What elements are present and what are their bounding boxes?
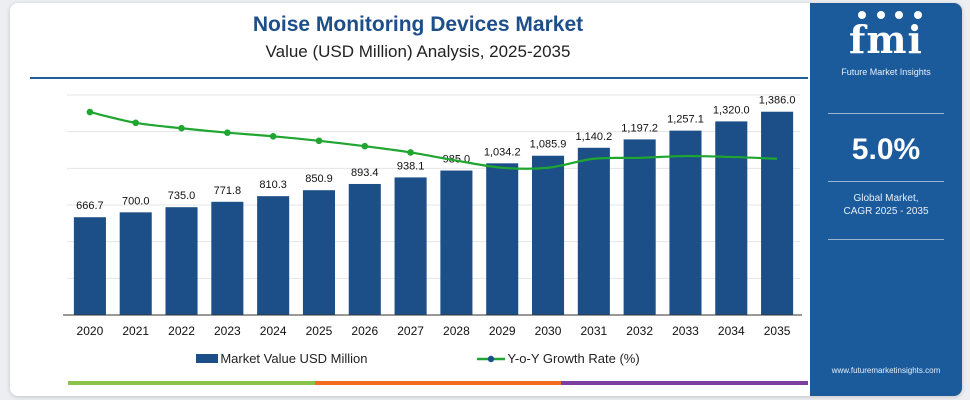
bar (394, 177, 427, 315)
bar (761, 111, 794, 315)
x-tick-label: 2022 (168, 324, 195, 338)
fmi-logo: fmi (849, 17, 923, 62)
bar (577, 147, 610, 315)
x-tick-label: 2026 (351, 324, 378, 338)
data-label: 1,085.9 (530, 139, 567, 151)
logo-dot (913, 11, 922, 19)
growth-rate-point (269, 133, 277, 140)
legend-label-market-value: Market Value USD Million (220, 351, 368, 366)
growth-rate-point (315, 137, 323, 145)
bar (715, 121, 748, 316)
growth-rate-point (361, 142, 369, 150)
x-tick-label: 2028 (443, 324, 470, 338)
growth-rate-point (86, 108, 94, 116)
bar (119, 212, 152, 315)
x-tick-label: 2023 (214, 324, 241, 338)
data-label: 1,034.2 (484, 146, 521, 158)
legend-bar-swatch (196, 354, 219, 363)
data-label: 893.4 (351, 167, 379, 179)
x-tick-label: 2020 (77, 324, 104, 338)
data-label: 1,140.2 (575, 131, 612, 143)
data-label: 771.8 (214, 185, 242, 197)
brand-name: Future Market Insights (841, 67, 931, 77)
bar (73, 217, 106, 315)
legend-item-growth-rate: Y-o-Y Growth Rate (%) (477, 351, 640, 366)
bar (211, 201, 244, 315)
x-tick-label: 2031 (580, 324, 607, 338)
logo-dot (876, 11, 885, 19)
sidebar-divider-top (828, 113, 944, 114)
x-tick-label: 2021 (122, 324, 149, 338)
x-tick-label: 2033 (672, 324, 699, 338)
logo-dot (895, 11, 904, 19)
cagr-label-line-1: Global Market, (853, 193, 919, 204)
growth-rate-point (178, 124, 185, 132)
data-label: 700.0 (122, 195, 150, 207)
bar (440, 170, 473, 315)
chart-canvas: 666.7 700.0 735.0 771.8 810.3 850.9 893.4 938.1… (63, 94, 802, 338)
bar (623, 139, 656, 315)
chart-legend: Market Value USD Million Y-o-Y Growth Ra… (30, 351, 806, 366)
legend-line-swatch (477, 355, 506, 362)
growth-rate-point (407, 149, 414, 156)
footer-strip-orange (314, 381, 562, 385)
x-tick-label: 2030 (535, 324, 562, 338)
growth-rate-point (132, 119, 140, 127)
legend-label-growth-rate: Y-o-Y Growth Rate (%) (507, 351, 640, 366)
data-label: 1,257.1 (667, 114, 704, 126)
logo-dots (858, 11, 922, 19)
bar (486, 163, 519, 315)
bar (165, 207, 198, 315)
x-tick-label: 2032 (626, 324, 653, 338)
title-divider (30, 77, 808, 79)
bar (302, 190, 336, 315)
sidebar-panel: fmi Future Market Insights 5.0% Global M… (810, 3, 962, 396)
sidebar-divider-bottom (828, 239, 944, 240)
legend-item-market-value: Market Value USD Million (196, 351, 367, 366)
data-label: 735.0 (168, 190, 196, 202)
bar (257, 196, 290, 315)
data-label: 938.1 (397, 160, 425, 172)
x-tick-label: 2024 (260, 324, 287, 338)
logo-dot (858, 11, 866, 19)
cagr-label-line-2: CAGR 2025 - 2035 (843, 206, 929, 217)
x-tick-label: 2034 (718, 324, 745, 338)
x-tick-label: 2029 (489, 324, 516, 338)
x-tick-label: 2035 (764, 324, 791, 338)
x-tick-label: 2025 (306, 324, 333, 338)
bar (669, 130, 702, 315)
data-label: 1,320.0 (713, 104, 750, 116)
website-link[interactable]: www.futuremarketinsights.com (831, 366, 941, 375)
footer-strip-purple (561, 381, 809, 385)
cagr-value: 5.0% (851, 133, 921, 166)
footer-color-strip (68, 381, 809, 385)
data-label: 850.9 (305, 173, 333, 185)
growth-rate-point (224, 129, 231, 137)
bar (531, 155, 565, 315)
x-tick-label: 2027 (397, 324, 424, 338)
bar (348, 183, 381, 315)
chart-card: 666.7 700.0 735.0 771.8 810.3 850.9 893.4 938.1… (10, 3, 962, 396)
data-label: 810.3 (259, 179, 287, 191)
growth-rate-line (89, 110, 778, 170)
data-label: 1,386.0 (759, 95, 796, 107)
data-label: 666.7 (76, 200, 104, 212)
chart-subtitle: Value (USD Million) Analysis, 2025-2035 (265, 42, 571, 61)
sidebar-divider-middle (828, 181, 944, 182)
data-label: 1,197.2 (621, 122, 658, 134)
chart-title: Noise Monitoring Devices Market (252, 13, 584, 36)
footer-strip-green (68, 381, 315, 385)
